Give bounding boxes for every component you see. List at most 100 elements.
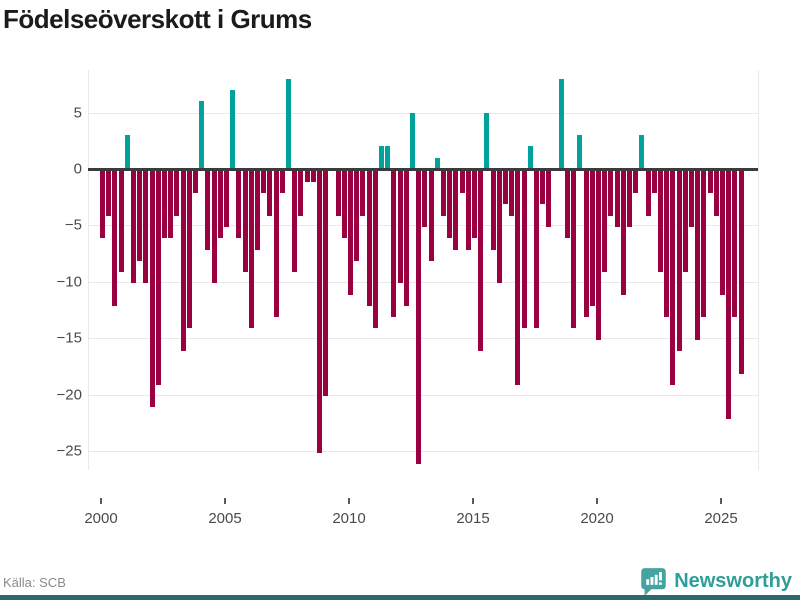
bar-positive	[577, 135, 583, 169]
bar-positive	[230, 90, 236, 169]
bar-negative	[391, 170, 397, 318]
bar-negative	[422, 170, 428, 227]
bar-negative	[248, 170, 254, 329]
bar-negative	[614, 170, 620, 227]
x-axis-tick-label: 2025	[704, 510, 738, 527]
bar-negative	[472, 170, 477, 239]
bar-negative	[583, 170, 589, 318]
bar-negative	[608, 170, 614, 216]
bar-positive	[527, 146, 533, 169]
bar-negative	[689, 170, 694, 227]
bar-negative	[428, 170, 434, 261]
bar-negative	[490, 170, 496, 250]
bar-negative	[713, 170, 719, 216]
bar-negative	[651, 170, 657, 194]
x-axis-tick	[224, 498, 226, 504]
bar-negative	[267, 170, 273, 216]
bar-negative	[596, 170, 601, 340]
bar-negative	[441, 170, 446, 216]
bar-negative	[162, 170, 167, 239]
bar-negative	[205, 170, 211, 250]
bar-negative	[496, 170, 502, 284]
bar-negative	[211, 170, 217, 284]
bar-negative	[354, 170, 360, 261]
bar-positive	[385, 146, 391, 169]
bar-negative	[540, 170, 546, 205]
bar-negative	[242, 170, 248, 272]
bar-negative	[217, 170, 223, 239]
gridline-y--15	[88, 338, 758, 340]
x-axis-tick	[472, 498, 474, 504]
bar-negative	[720, 170, 725, 295]
source-attribution: Källa: SCB	[3, 575, 66, 590]
bar-positive	[639, 135, 645, 169]
bar-negative	[341, 170, 347, 239]
bar-negative	[509, 170, 515, 216]
bar-negative	[186, 170, 192, 329]
y-axis-tick-label: −5	[64, 216, 82, 234]
bar-positive	[434, 157, 440, 169]
bar-negative	[292, 170, 298, 272]
bar-negative	[447, 170, 453, 239]
bar-negative	[310, 170, 316, 182]
bar-negative	[112, 170, 118, 306]
bar-negative	[137, 170, 143, 261]
bar-negative	[726, 170, 732, 419]
x-axis-tick	[100, 498, 102, 504]
bar-negative	[565, 170, 570, 239]
x-axis-tick-label: 2010	[332, 510, 366, 527]
bar-negative	[118, 170, 124, 272]
bar-negative	[453, 170, 459, 250]
bar-negative	[627, 170, 632, 227]
bar-negative	[279, 170, 285, 194]
bar-negative	[633, 170, 639, 194]
bar-negative	[317, 170, 322, 453]
bar-negative	[149, 170, 155, 408]
bar-negative	[645, 170, 651, 216]
y-axis-tick-label: −10	[56, 273, 82, 291]
bar-negative	[323, 170, 329, 397]
bar-positive	[558, 78, 564, 169]
bar-negative	[304, 170, 310, 182]
bar-negative	[155, 170, 161, 385]
plot-left-spine	[88, 70, 89, 470]
bar-negative	[360, 170, 366, 216]
bar-negative	[515, 170, 521, 385]
bar-negative	[168, 170, 174, 239]
bar-negative	[465, 170, 471, 250]
bar-negative	[682, 170, 688, 272]
bar-negative	[459, 170, 465, 194]
bar-negative	[100, 170, 105, 239]
bar-negative	[602, 170, 608, 272]
bar-negative	[131, 170, 136, 284]
bar-negative	[335, 170, 341, 216]
bar-negative	[658, 170, 663, 272]
newsworthy-pin-icon	[640, 567, 667, 596]
bar-negative	[670, 170, 676, 385]
bar-negative	[701, 170, 707, 318]
bar-positive	[410, 112, 415, 169]
bar-negative	[273, 170, 279, 318]
bar-negative	[106, 170, 112, 216]
bar-negative	[255, 170, 260, 250]
bar-negative	[224, 170, 229, 227]
bar-positive	[199, 101, 205, 169]
plot-right-spine	[758, 70, 759, 470]
bar-positive	[379, 146, 384, 169]
bar-positive	[286, 78, 291, 169]
gridline-y--20	[88, 394, 758, 396]
bar-negative	[546, 170, 552, 227]
x-axis-tick-label: 2020	[580, 510, 614, 527]
bar-negative	[664, 170, 670, 318]
bar-negative	[732, 170, 738, 318]
bar-negative	[236, 170, 242, 239]
bar-negative	[676, 170, 682, 351]
brand-logo[interactable]: Newsworthy	[640, 567, 792, 596]
x-axis-tick	[348, 498, 350, 504]
bar-negative	[503, 170, 508, 205]
y-axis-tick-label: −20	[56, 386, 82, 404]
x-axis-tick	[720, 498, 722, 504]
bar-negative	[143, 170, 149, 284]
y-axis-tick-label: 5	[73, 104, 82, 122]
